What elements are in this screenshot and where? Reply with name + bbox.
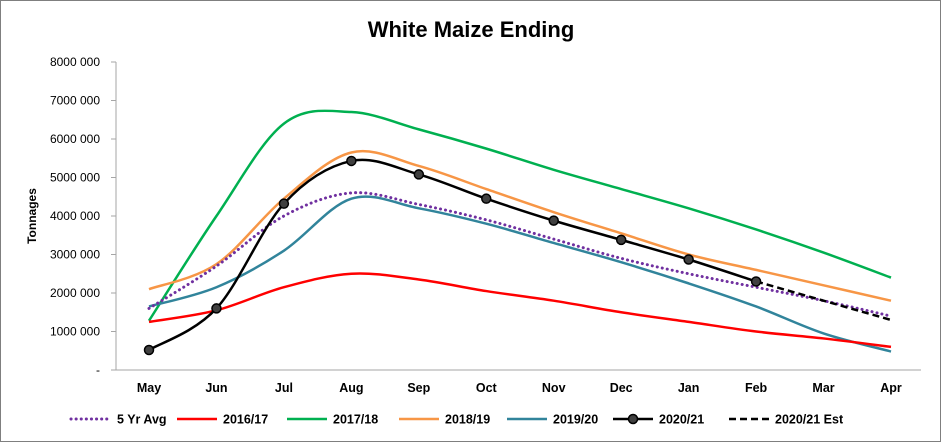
x-tick-label: Dec: [610, 381, 633, 395]
y-tick-label: 8000 000: [50, 55, 100, 69]
series-line-2017-18: [147, 109, 892, 322]
data-point: [548, 215, 559, 226]
legend-label: 5 Yr Avg: [117, 413, 167, 427]
legend-label: 2020/21 Est: [775, 413, 844, 427]
chart-title: White Maize Ending: [368, 17, 575, 42]
y-tick-label: 6000 000: [50, 132, 100, 146]
legend-label: 2020/21: [659, 413, 704, 427]
x-tick-label: Mar: [812, 381, 834, 395]
data-point: [346, 155, 357, 167]
series-line-5-yr-avg: [147, 191, 893, 318]
series-line-2020-21: [148, 158, 757, 352]
y-tick-label: 4000 000: [50, 209, 100, 223]
legend-marker: [627, 413, 639, 425]
legend-label: 2018/19: [445, 413, 490, 427]
axes: - 1000 000 2000 000 3000 000 4000 000 5000 00…: [50, 55, 921, 395]
data-point: [143, 344, 155, 356]
y-tick-label: 5000 000: [50, 171, 100, 185]
data-point: [211, 303, 222, 314]
data-point: [413, 169, 425, 180]
y-axis-label: Tonnages: [25, 188, 39, 244]
x-tick-label: Feb: [745, 381, 768, 395]
legend: 5 Yr Avg 2016/17 2017/18 2018/19 2019/20 2020…: [69, 413, 844, 427]
data-point: [750, 276, 762, 287]
data-point: [615, 234, 627, 246]
x-tick-label: Nov: [542, 381, 566, 395]
x-tick-label: Jun: [205, 381, 227, 395]
legend-label: 2016/17: [223, 413, 268, 427]
y-tick-label: 3000 000: [50, 248, 100, 262]
legend-label: 2017/18: [333, 413, 378, 427]
x-tick-label: Jan: [678, 381, 700, 395]
x-tick-label: Jul: [275, 381, 293, 395]
series-group: [143, 109, 893, 356]
data-point: [278, 198, 290, 209]
y-tick-label: 2000 000: [50, 286, 100, 300]
series-line-2018-19: [148, 150, 892, 302]
series-line-2019-20: [148, 195, 892, 353]
x-tick-label: Apr: [880, 381, 902, 395]
x-tick-label: May: [137, 381, 161, 395]
data-point: [683, 254, 694, 265]
x-tick-label: Sep: [407, 381, 430, 395]
x-tick-label: Oct: [476, 381, 498, 395]
series-line-2020-21-est: [755, 280, 892, 322]
y-tick-label: 7000 000: [50, 94, 100, 108]
series-line-2016-17: [148, 272, 892, 349]
y-tick-label: 1000 000: [50, 325, 100, 339]
legend-label: 2019/20: [553, 413, 598, 427]
data-point: [481, 193, 492, 204]
y-tick-label: -: [96, 363, 100, 377]
x-tick-label: Aug: [339, 381, 363, 395]
